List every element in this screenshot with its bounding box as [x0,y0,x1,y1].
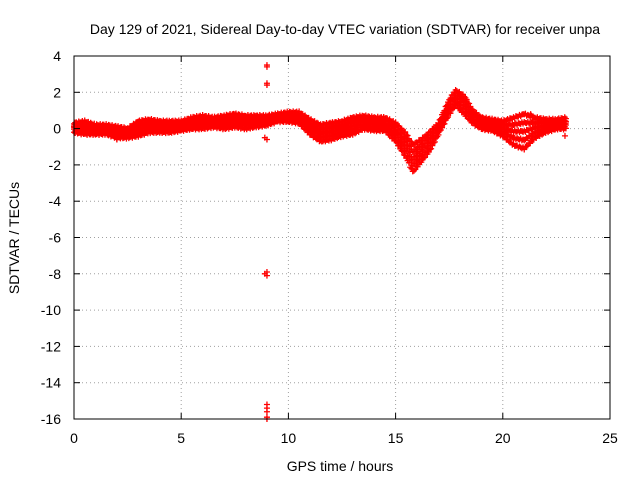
data-point [263,82,270,89]
data-point [428,145,435,152]
x-tick-label: 25 [602,430,618,446]
data-point [466,100,473,107]
y-tick-label: -10 [41,302,61,318]
data-point [561,132,568,139]
chart-title: Day 129 of 2021, Sidereal Day-to-day VTE… [90,21,600,37]
data-point [113,136,120,143]
data-point [468,105,475,112]
y-tick-label: -4 [49,193,62,209]
data-point [463,96,470,103]
data-point [523,143,530,150]
y-tick-label: -14 [41,375,61,391]
x-tick-label: 5 [177,430,185,446]
y-tick-label: -12 [41,338,61,354]
x-tick-label: 10 [281,430,297,446]
x-axis-label: GPS time / hours [287,458,394,474]
data-point [402,128,409,135]
data-points [71,62,569,422]
y-tick-label: 4 [53,48,61,64]
data-point [418,159,425,166]
y-tick-label: -6 [49,230,62,246]
data-point [404,132,411,139]
data-point [409,148,416,155]
data-point [410,167,417,174]
data-point [405,142,412,149]
data-point [527,111,534,118]
y-tick-label: 2 [53,84,61,100]
data-point [422,154,429,161]
data-point [407,138,414,145]
data-point [562,115,569,122]
x-tick-label: 0 [70,430,78,446]
data-point [475,112,482,119]
data-point [521,146,528,153]
data-point [263,136,270,143]
x-tick-label: 20 [495,430,511,446]
data-point [263,63,270,70]
y-tick-label: -2 [49,157,62,173]
y-axis-label: SDTVAR / TECUs [6,182,22,294]
data-point [263,408,270,415]
x-tick-label: 15 [388,430,404,446]
y-tick-label: -8 [49,266,62,282]
x-tick-labels: 0 5 10 15 20 25 [70,430,618,446]
y-tick-label: 0 [53,121,61,137]
y-tick-label: -16 [41,411,61,427]
y-tick-labels: 4 2 0 -2 -4 -6 -8 -10 -12 -14 -16 [41,48,61,427]
axes [73,55,611,420]
data-point [263,268,270,275]
